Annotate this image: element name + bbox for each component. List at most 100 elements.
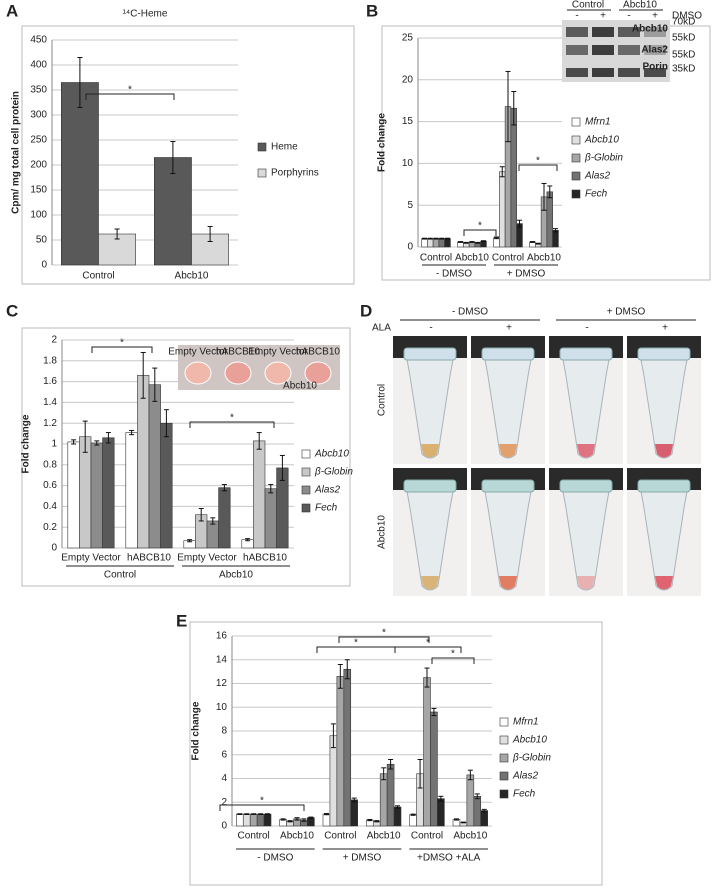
error-bar — [410, 813, 416, 816]
x-tick-label: Abcb10 — [455, 253, 489, 264]
bar — [393, 806, 402, 827]
error-bar — [323, 813, 329, 816]
bar — [79, 436, 92, 549]
bar — [253, 440, 266, 549]
legend-swatch — [499, 717, 509, 727]
y-tick-label: 0.2 — [43, 522, 57, 533]
error-bar — [152, 367, 158, 402]
bar — [421, 238, 428, 248]
bar — [264, 488, 277, 549]
significance-bracket — [463, 229, 497, 236]
group-label: + DMSO — [343, 853, 382, 864]
y-tick-label: 10 — [216, 702, 228, 713]
legend-label: β-Globin — [584, 153, 623, 164]
chart-frame — [381, 25, 711, 281]
panel-letter: B — [366, 1, 378, 20]
y-tick-label: 6 — [221, 749, 227, 760]
bar — [256, 813, 265, 827]
legend-label: β-Globin — [314, 467, 353, 478]
chart-frame — [21, 327, 351, 587]
y-tick-label: 0 — [407, 242, 413, 253]
y-tick-label: 100 — [30, 210, 47, 221]
error-bar — [221, 484, 227, 492]
bar — [329, 735, 338, 827]
significance-bracket — [219, 804, 305, 811]
bar — [322, 813, 331, 827]
y-tick-label: 1.2 — [43, 418, 57, 429]
y-tick-label: 50 — [36, 235, 48, 246]
chart-frame — [189, 621, 603, 886]
legend-swatch — [571, 189, 581, 199]
bar — [242, 813, 251, 827]
y-tick-label: 300 — [30, 110, 47, 121]
legend-label: Fech — [585, 189, 608, 200]
significance-star: * — [354, 638, 358, 649]
blot-sign: + — [652, 11, 658, 22]
legend-label: Abcb10 — [584, 135, 619, 146]
legend-label: Fech — [315, 503, 338, 514]
blot-band — [644, 27, 666, 37]
legend-swatch — [499, 771, 509, 781]
error-bar — [256, 432, 262, 450]
photo-group: + DMSO — [607, 307, 646, 318]
y-tick-label: 20 — [402, 74, 414, 85]
bar — [409, 814, 417, 827]
legend-label: Alas2 — [314, 485, 340, 496]
tube-pellet — [421, 576, 439, 590]
y-axis-label: Fold change — [191, 701, 202, 760]
blot-band — [618, 68, 640, 77]
error-bar — [535, 242, 541, 245]
y-tick-label: 8 — [221, 726, 227, 737]
bar — [350, 799, 358, 827]
error-bar — [395, 805, 401, 809]
x-tick-label: Control — [238, 831, 270, 842]
bar — [160, 422, 173, 549]
bar — [466, 774, 475, 827]
photo-sign: + — [506, 323, 512, 334]
error-bar — [237, 813, 243, 815]
x-tick-label: Empty Vector — [61, 553, 121, 564]
bar — [343, 668, 352, 827]
tube — [483, 353, 533, 459]
legend-label: Alas2 — [512, 771, 538, 782]
panel-letter: A — [6, 1, 18, 20]
photo-sign: - — [429, 323, 432, 334]
bar — [137, 375, 150, 549]
y-tick-label: 0.8 — [43, 459, 57, 470]
legend-label: Mfrn1 — [513, 717, 539, 728]
blot-band — [618, 45, 640, 55]
error-bar — [210, 517, 216, 525]
legend-swatch — [499, 735, 509, 745]
error-bar — [140, 351, 146, 399]
legend-swatch — [301, 449, 311, 459]
legend-label: Abcb10 — [512, 735, 547, 746]
bar — [493, 237, 500, 248]
y-axis-label: Fold change — [21, 414, 32, 473]
error-bar — [337, 664, 343, 689]
x-tick-label: Abcb10 — [453, 831, 487, 842]
blot-band — [592, 45, 614, 55]
bar — [499, 171, 506, 248]
legend-label: Alas2 — [584, 171, 610, 182]
error-bar — [529, 241, 535, 243]
legend-swatch — [499, 753, 509, 763]
bar — [473, 796, 482, 827]
error-bar — [294, 817, 300, 821]
significance-star: * — [260, 796, 264, 807]
bar — [423, 677, 431, 827]
blot-band — [618, 27, 640, 37]
error-bar — [388, 759, 394, 770]
bar — [379, 773, 388, 827]
blot-band — [592, 27, 614, 37]
bar — [437, 798, 445, 827]
y-tick-label: 10 — [402, 158, 414, 169]
panel-letter: D — [360, 301, 372, 320]
blot-band-label: Alas2 — [641, 45, 668, 56]
tube — [561, 485, 611, 591]
inset-pellet — [184, 361, 212, 385]
tube-pellet — [499, 444, 517, 458]
significance-bracket — [518, 164, 558, 171]
bar — [438, 238, 445, 248]
y-tick-label: 1 — [51, 439, 57, 450]
legend-swatch — [571, 117, 581, 127]
